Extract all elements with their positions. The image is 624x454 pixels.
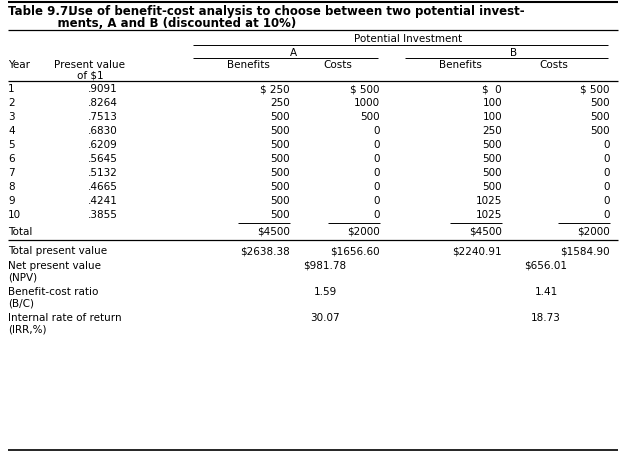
Text: 0: 0 — [603, 154, 610, 164]
Text: 0: 0 — [603, 210, 610, 220]
Text: $ 500: $ 500 — [351, 84, 380, 94]
Text: 500: 500 — [270, 196, 290, 206]
Text: 250: 250 — [482, 126, 502, 136]
Text: 500: 500 — [270, 126, 290, 136]
Text: (NPV): (NPV) — [8, 272, 37, 282]
Text: Total: Total — [8, 227, 32, 237]
Text: $4500: $4500 — [257, 227, 290, 237]
Text: $ 250: $ 250 — [260, 84, 290, 94]
Text: ments, A and B (discounted at 10%): ments, A and B (discounted at 10%) — [8, 17, 296, 30]
Text: 0: 0 — [374, 196, 380, 206]
Text: 1: 1 — [8, 84, 14, 94]
Text: $981.78: $981.78 — [303, 261, 346, 271]
Text: 100: 100 — [482, 98, 502, 108]
Text: .9091: .9091 — [88, 84, 118, 94]
Text: $2000: $2000 — [347, 227, 380, 237]
Text: (IRR,%): (IRR,%) — [8, 324, 47, 334]
Text: 500: 500 — [270, 154, 290, 164]
Text: 30.07: 30.07 — [310, 313, 340, 323]
Text: 7: 7 — [8, 168, 14, 178]
Text: Table 9.7.: Table 9.7. — [8, 5, 73, 18]
Text: (B/C): (B/C) — [8, 298, 34, 308]
Text: 0: 0 — [603, 182, 610, 192]
Text: 500: 500 — [590, 112, 610, 122]
Text: 0: 0 — [374, 154, 380, 164]
Text: .5645: .5645 — [88, 154, 118, 164]
Text: A: A — [290, 48, 296, 58]
Text: Total present value: Total present value — [8, 246, 107, 256]
Text: $1584.90: $1584.90 — [560, 246, 610, 256]
Text: 10: 10 — [8, 210, 21, 220]
Text: Benefit-cost ratio: Benefit-cost ratio — [8, 287, 99, 297]
Text: 500: 500 — [482, 182, 502, 192]
Text: 500: 500 — [482, 168, 502, 178]
Text: 0: 0 — [603, 168, 610, 178]
Text: 500: 500 — [482, 140, 502, 150]
Text: 500: 500 — [270, 112, 290, 122]
Text: 500: 500 — [590, 98, 610, 108]
Text: Present value: Present value — [54, 60, 125, 70]
Text: $1656.60: $1656.60 — [330, 246, 380, 256]
Text: 2: 2 — [8, 98, 14, 108]
Text: Use of benefit-cost analysis to choose between two potential invest-: Use of benefit-cost analysis to choose b… — [60, 5, 525, 18]
Text: 500: 500 — [482, 154, 502, 164]
Text: .5132: .5132 — [88, 168, 118, 178]
Text: Benefits: Benefits — [227, 60, 270, 70]
Text: $  0: $ 0 — [482, 84, 502, 94]
Text: 500: 500 — [270, 168, 290, 178]
Text: 0: 0 — [374, 182, 380, 192]
Text: .6209: .6209 — [88, 140, 118, 150]
Text: 1.41: 1.41 — [534, 287, 558, 297]
Text: 1000: 1000 — [354, 98, 380, 108]
Text: 500: 500 — [270, 140, 290, 150]
Text: $ 500: $ 500 — [580, 84, 610, 94]
Text: Internal rate of return: Internal rate of return — [8, 313, 122, 323]
Text: Net present value: Net present value — [8, 261, 101, 271]
Text: $4500: $4500 — [469, 227, 502, 237]
Text: Costs: Costs — [324, 60, 353, 70]
Text: 500: 500 — [361, 112, 380, 122]
Text: 0: 0 — [374, 168, 380, 178]
Text: $2638.38: $2638.38 — [240, 246, 290, 256]
Text: 0: 0 — [374, 210, 380, 220]
Text: 500: 500 — [270, 210, 290, 220]
Text: Potential Investment: Potential Investment — [354, 34, 462, 44]
Text: 1025: 1025 — [475, 210, 502, 220]
Text: 5: 5 — [8, 140, 14, 150]
Text: $656.01: $656.01 — [525, 261, 567, 271]
Text: .3855: .3855 — [88, 210, 118, 220]
Text: 9: 9 — [8, 196, 14, 206]
Text: 1.59: 1.59 — [313, 287, 336, 297]
Text: .7513: .7513 — [88, 112, 118, 122]
Text: .4241: .4241 — [88, 196, 118, 206]
Text: 18.73: 18.73 — [531, 313, 561, 323]
Text: 0: 0 — [374, 126, 380, 136]
Text: 0: 0 — [374, 140, 380, 150]
Text: $2000: $2000 — [577, 227, 610, 237]
Text: 500: 500 — [270, 182, 290, 192]
Text: 1025: 1025 — [475, 196, 502, 206]
Text: 4: 4 — [8, 126, 14, 136]
Text: 100: 100 — [482, 112, 502, 122]
Text: 500: 500 — [590, 126, 610, 136]
Text: Costs: Costs — [539, 60, 568, 70]
Text: 0: 0 — [603, 140, 610, 150]
Text: 250: 250 — [270, 98, 290, 108]
Text: of $1: of $1 — [77, 70, 104, 80]
Text: 0: 0 — [603, 196, 610, 206]
Text: 6: 6 — [8, 154, 14, 164]
Text: .8264: .8264 — [88, 98, 118, 108]
Text: 8: 8 — [8, 182, 14, 192]
Text: $2240.91: $2240.91 — [452, 246, 502, 256]
Text: Benefits: Benefits — [439, 60, 482, 70]
Text: .4665: .4665 — [88, 182, 118, 192]
Text: Year: Year — [8, 60, 30, 70]
Text: .6830: .6830 — [88, 126, 118, 136]
Text: B: B — [510, 48, 517, 58]
Text: 3: 3 — [8, 112, 14, 122]
